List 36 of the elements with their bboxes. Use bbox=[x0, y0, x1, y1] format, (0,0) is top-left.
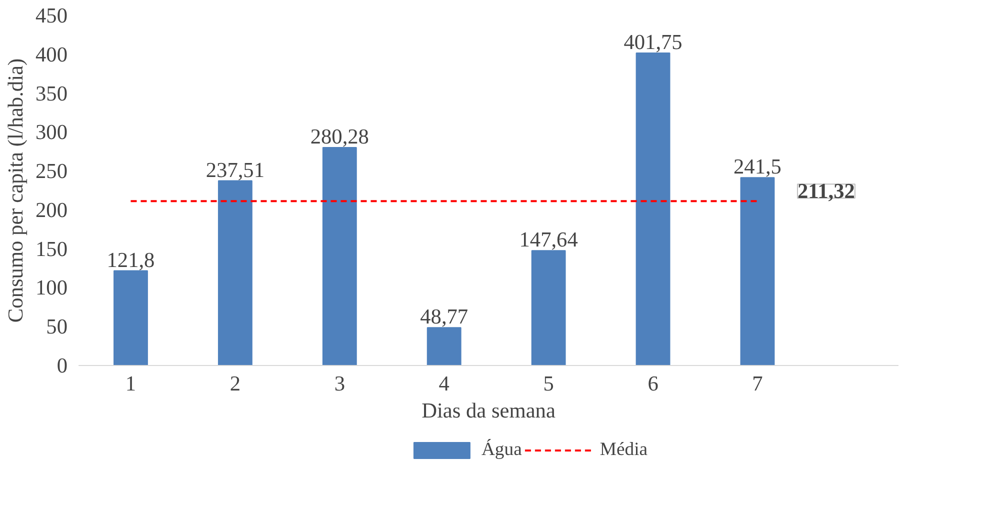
bar bbox=[322, 147, 357, 366]
x-tick-label: 7 bbox=[752, 372, 764, 396]
data-label: 280,28 bbox=[310, 124, 369, 149]
data-label: 48,77 bbox=[420, 304, 468, 329]
y-axis-title: Consumo per capita (l/hab.dia) bbox=[4, 58, 28, 323]
y-tick-label: 150 bbox=[36, 236, 68, 261]
x-tick-label: 2 bbox=[230, 372, 241, 396]
data-label: 401,75 bbox=[624, 30, 682, 54]
legend-label: Água bbox=[481, 439, 522, 461]
y-tick-label: 0 bbox=[56, 354, 68, 378]
y-tick-label: 50 bbox=[46, 314, 68, 339]
bar bbox=[636, 52, 670, 366]
y-tick-label: 450 bbox=[36, 4, 68, 28]
x-axis-title: Dias da semana bbox=[422, 398, 556, 422]
x-tick-label: 5 bbox=[543, 372, 554, 396]
x-tick-label: 1 bbox=[125, 372, 136, 396]
y-tick-label: 400 bbox=[36, 42, 68, 66]
x-tick-label: 6 bbox=[648, 372, 659, 396]
bar bbox=[740, 177, 775, 366]
x-tick-label: 3 bbox=[334, 372, 345, 396]
data-label: 147,64 bbox=[519, 228, 578, 252]
data-label: 237,51 bbox=[206, 158, 265, 182]
bar bbox=[531, 250, 566, 366]
data-label: 121,8 bbox=[106, 248, 155, 272]
y-tick-label: 250 bbox=[36, 159, 68, 184]
data-label: 211,32 bbox=[797, 179, 855, 204]
bar bbox=[218, 180, 252, 366]
y-tick-label: 350 bbox=[36, 81, 68, 106]
legend-label: Média bbox=[600, 439, 648, 461]
data-label: 241,5 bbox=[733, 154, 782, 179]
y-tick-label: 100 bbox=[36, 276, 68, 300]
y-tick-label: 300 bbox=[36, 120, 68, 144]
bar bbox=[426, 327, 462, 366]
y-tick-label: 200 bbox=[36, 198, 68, 222]
x-tick-label: 4 bbox=[438, 372, 450, 396]
bar bbox=[114, 270, 148, 366]
